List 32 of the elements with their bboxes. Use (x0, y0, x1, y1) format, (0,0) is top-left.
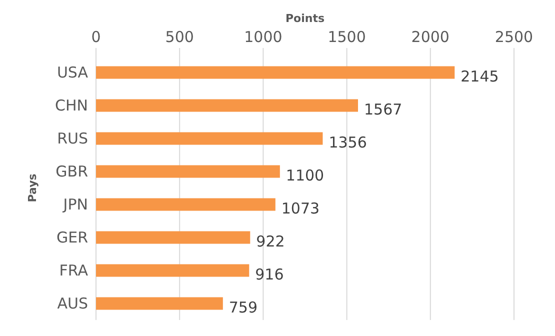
x-tick-label: 500 (165, 28, 194, 46)
bar (96, 264, 250, 277)
bar (96, 165, 280, 178)
y-tick-label: RUS (57, 129, 88, 148)
x-tick-label: 2500 (494, 28, 534, 46)
data-label: 1100 (286, 166, 324, 184)
y-tick-label: CHN (55, 96, 88, 114)
y-tick-label: GBR (56, 162, 88, 180)
data-label: 922 (256, 232, 285, 250)
bar (96, 99, 358, 112)
data-label: 1356 (328, 134, 367, 152)
x-tick-label: 2000 (411, 28, 450, 46)
data-label: 2145 (460, 68, 499, 86)
y-tick-label: FRA (59, 261, 89, 280)
bar (96, 231, 250, 244)
y-tick-label: AUS (57, 294, 88, 312)
data-label: 1567 (364, 100, 402, 118)
x-tick-label: 1500 (328, 28, 366, 46)
data-label: 1073 (281, 200, 320, 218)
data-label: 759 (228, 298, 258, 316)
data-label: 916 (255, 266, 284, 284)
y-tick-label: GER (56, 228, 88, 246)
y-tick-label: USA (56, 63, 89, 82)
x-tick-label: 0 (91, 28, 101, 46)
bar (96, 198, 276, 211)
y-axis-title: Pays (26, 173, 39, 202)
x-axis-title: Points (285, 12, 325, 25)
bar (96, 297, 223, 310)
bar (96, 66, 455, 79)
x-tick-label: 1000 (244, 28, 282, 46)
y-tick-label: JPN (62, 195, 88, 214)
bar (96, 132, 323, 145)
